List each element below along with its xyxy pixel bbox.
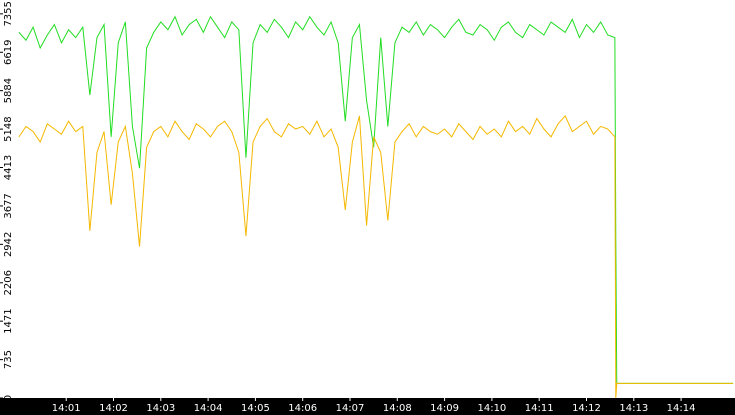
series-line <box>18 115 734 399</box>
x-tick-label: 14:03 <box>146 403 175 414</box>
y-tick-label: 5148 <box>3 116 14 141</box>
y-tick-label: 6619 <box>3 40 14 65</box>
x-tick-label: 14:10 <box>477 403 506 414</box>
plot-background <box>0 0 735 398</box>
x-tick-label: 14:09 <box>430 403 459 414</box>
x-tick-label: 14:02 <box>99 403 128 414</box>
x-tick-label: 14:13 <box>619 403 648 414</box>
y-tick-label: 3677 <box>3 193 14 218</box>
y-tick-label: 2942 <box>3 232 14 257</box>
y-tick-label: 7355 <box>3 1 14 26</box>
x-tick-label: 14:14 <box>667 403 696 414</box>
y-tick-label: 4413 <box>3 155 14 180</box>
x-tick-label: 14:12 <box>572 403 601 414</box>
y-tick-label: 735 <box>3 350 14 369</box>
y-tick-label: 2206 <box>3 270 14 295</box>
x-tick-label: 14:01 <box>52 403 81 414</box>
x-tick-label: 14:11 <box>525 403 554 414</box>
x-tick-label: 14:08 <box>383 403 412 414</box>
x-axis-band <box>0 398 735 415</box>
y-tick-label: 5884 <box>3 78 14 103</box>
y-tick-label: 0 <box>3 395 14 401</box>
x-tick-label: 14:05 <box>241 403 270 414</box>
x-tick-label: 14:04 <box>194 403 223 414</box>
y-tick-label: 1471 <box>3 308 14 333</box>
x-tick-label: 14:06 <box>288 403 317 414</box>
series-line <box>18 15 734 384</box>
x-tick-label: 14:07 <box>336 403 365 414</box>
